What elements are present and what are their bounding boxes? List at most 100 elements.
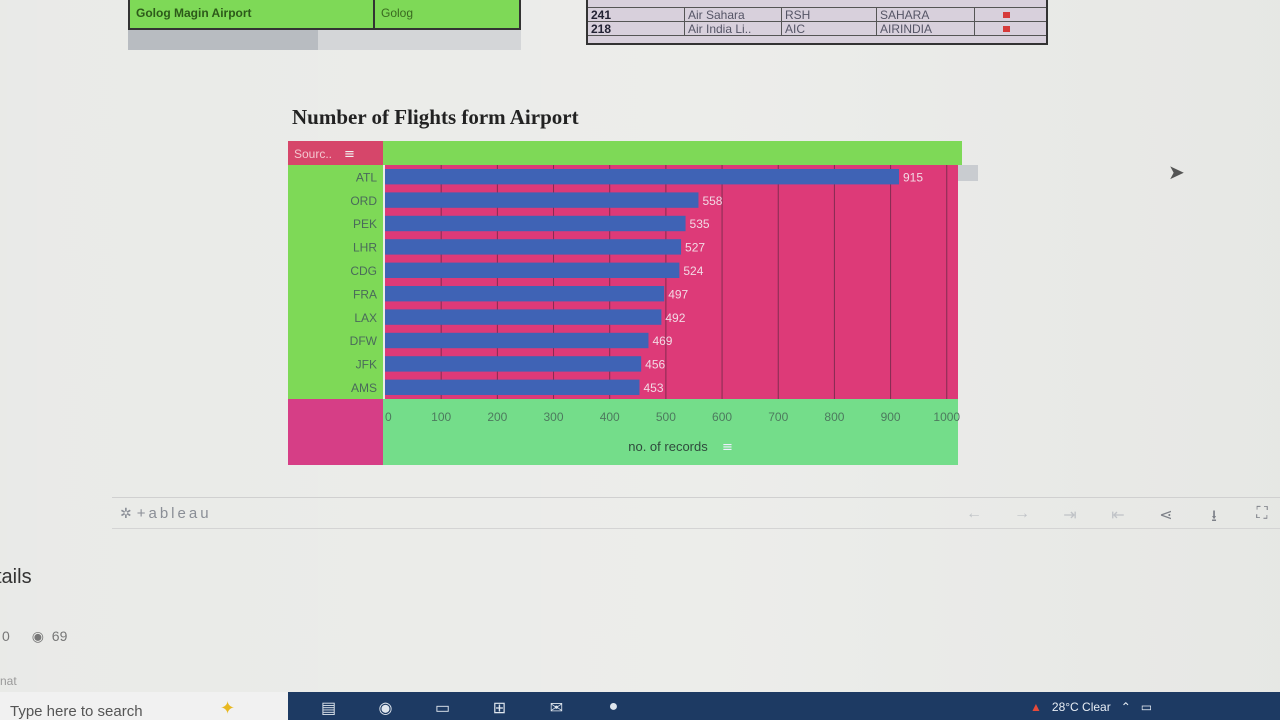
bar-pek	[385, 215, 686, 232]
x-tick-label: 200	[487, 410, 507, 424]
edge-icon[interactable]: ◉	[378, 700, 393, 717]
chart-svg: Sourc.. ≡ 915 ATL 558 ORD 535 PEK 527 LHR 524 CDG 49…	[288, 141, 978, 465]
taskbar-search[interactable]: Type here to search ✦	[0, 692, 288, 720]
airline-code-cell: RSH	[782, 8, 877, 21]
store-icon[interactable]: ⊞	[492, 700, 507, 717]
x-tick-label: 300	[544, 410, 564, 424]
bar-jfk	[385, 356, 642, 372]
tableau-toolbar: ✲ +ableau ← → ⇥ ⇤ ⋖ ⭳ ⛶	[112, 497, 1280, 529]
tray-network-icon[interactable]: ▭	[1140, 700, 1153, 714]
data-label-ord: 558	[702, 194, 722, 208]
bar-dfw	[385, 332, 649, 349]
data-label-cdg: 524	[683, 264, 703, 278]
x-tick-label: 100	[431, 410, 451, 424]
table-row: 241 Air Sahara RSH SAHARA	[588, 8, 1046, 22]
file-explorer-icon[interactable]: ▭	[434, 700, 451, 717]
scroll-stub	[958, 165, 978, 181]
revert-icon[interactable]: ⇥	[1063, 507, 1077, 524]
task-view-icon[interactable]: ▤	[320, 700, 337, 717]
bar-fra	[385, 286, 665, 302]
x-tick-label: 600	[712, 410, 732, 424]
corner-cell	[288, 399, 383, 465]
bar-cdg	[385, 262, 680, 278]
x-tick-label: 0	[385, 410, 392, 424]
fullscreen-icon[interactable]: ⛶	[1256, 505, 1268, 522]
airline-id-cell: 218	[588, 22, 685, 35]
bar-ord	[385, 192, 699, 208]
row-label-ord: ORD	[350, 194, 377, 208]
bar-lax	[385, 309, 662, 325]
column-header-band	[383, 141, 962, 165]
eye-icon: ◉	[31, 628, 44, 644]
data-label-lhr: 527	[685, 241, 705, 255]
row-label-dfw: DFW	[350, 334, 378, 348]
sort-icon: ≡	[344, 147, 355, 162]
bar-atl	[385, 169, 900, 185]
status-marker	[975, 8, 1046, 21]
row-label-lhr: LHR	[353, 241, 377, 255]
row-header-label: Sourc..	[294, 147, 332, 161]
x-axis-title: no. of records	[628, 439, 708, 454]
x-tick-label: 800	[824, 410, 844, 424]
stats-row: 0 ◉ 69	[2, 628, 67, 645]
details-heading: tails	[0, 566, 32, 588]
like-count: 0	[2, 628, 10, 644]
windows-taskbar: Type here to search ✦ ▤ ◉ ▭ ⊞ ✉ ● ▲ 28°C…	[0, 692, 1280, 720]
faint-label: nat	[0, 674, 17, 688]
row-label-pane	[288, 165, 383, 399]
airport-table-fragment: Golog Magin Airport Golog	[128, 0, 521, 30]
airline-code-cell: AIC	[782, 22, 877, 35]
airline-name-cell: Air Sahara	[685, 8, 782, 21]
x-tick-label: 1000	[933, 410, 960, 424]
table-shadow	[128, 30, 521, 50]
pause-icon[interactable]: ⇤	[1111, 507, 1125, 524]
mail-icon[interactable]: ✉	[549, 700, 564, 717]
row-label-pek: PEK	[353, 217, 377, 231]
row-header-cell	[288, 141, 383, 165]
airline-table-fragment: 241 Air Sahara RSH SAHARA 218 Air India …	[586, 0, 1048, 45]
airline-name-cell: Air India Li..	[685, 22, 782, 35]
row-label-cdg: CDG	[350, 264, 377, 278]
download-icon[interactable]: ⭳	[1211, 508, 1217, 525]
row-label-fra: FRA	[353, 287, 377, 301]
axis-sort-icon: ≡	[722, 440, 733, 455]
tableau-logo-text: +ableau	[136, 505, 212, 522]
data-label-jfk: 456	[645, 358, 665, 372]
row-label-atl: ATL	[356, 170, 377, 184]
data-label-dfw: 469	[652, 334, 672, 348]
bar-ams	[385, 379, 640, 395]
redo-icon[interactable]: →	[1014, 505, 1030, 522]
weather-text[interactable]: 28°C Clear	[1051, 700, 1111, 714]
row-label-ams: AMS	[351, 381, 377, 395]
bar-lhr	[385, 239, 682, 255]
data-label-pek: 535	[690, 217, 710, 231]
airport-name-cell: Golog Magin Airport	[130, 0, 375, 28]
row-label-lax: LAX	[354, 311, 377, 325]
airline-callsign-cell: SAHARA	[877, 8, 975, 21]
flights-bar-chart[interactable]: Sourc.. ≡ 915 ATL 558 ORD 535 PEK 527 LHR 524 CDG 49…	[288, 141, 978, 467]
x-tick-label: 400	[600, 410, 620, 424]
weather-icon[interactable]: ▲	[1030, 700, 1042, 714]
share-icon[interactable]: ⋖	[1159, 507, 1173, 524]
tableau-star-icon: ✲	[120, 505, 135, 521]
data-label-lax: 492	[665, 311, 685, 325]
sparkle-icon: ✦	[220, 698, 236, 718]
airline-id-cell: 241	[588, 8, 685, 21]
data-label-ams: 453	[643, 381, 663, 395]
status-marker	[975, 22, 1046, 35]
tray-chevron-icon[interactable]: ⌃	[1120, 700, 1131, 714]
tableau-logo[interactable]: ✲ +ableau	[120, 505, 212, 522]
x-tick-label: 700	[768, 410, 788, 424]
undo-icon[interactable]: ←	[966, 505, 982, 522]
x-tick-label: 500	[656, 410, 676, 424]
airport-city-cell: Golog	[381, 6, 414, 20]
mouse-cursor-icon: ➤	[1168, 162, 1185, 184]
row-label-jfk: JFK	[356, 358, 377, 372]
data-label-atl: 915	[903, 170, 923, 184]
table-row: 218 Air India Li.. AIC AIRINDIA	[588, 22, 1046, 36]
view-count: 69	[51, 628, 68, 644]
data-label-fra: 497	[668, 287, 688, 301]
x-axis-pane	[383, 399, 958, 465]
whatsapp-icon[interactable]: ●	[608, 698, 619, 715]
search-placeholder: Type here to search	[10, 703, 143, 720]
